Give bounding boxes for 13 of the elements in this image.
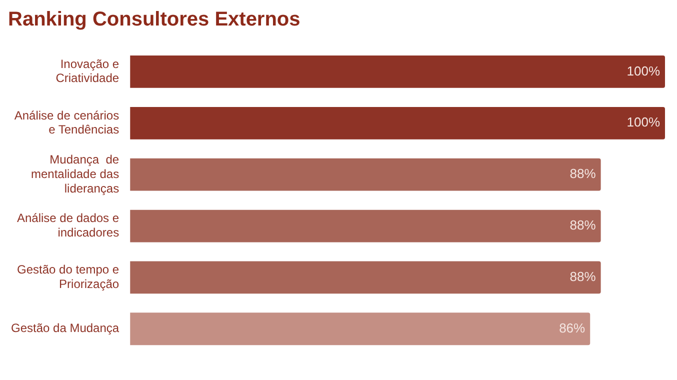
data-label: 88% xyxy=(570,218,596,233)
y-tick-label: Gestão da Mudança xyxy=(10,321,120,336)
data-label: 100% xyxy=(626,63,660,78)
data-label: 88% xyxy=(570,269,596,284)
data-label: 100% xyxy=(626,114,660,130)
y-tick-label: Gestão do tempo e Priorização xyxy=(16,262,120,291)
data-label: 88% xyxy=(570,166,596,182)
y-tick-label: Análise de cenários e Tendências xyxy=(14,108,120,137)
y-tick-label: Inovação e Criatividade xyxy=(56,56,120,86)
y-tick-label: Mudança de mentalidade das lideranças xyxy=(31,152,120,196)
chart-title: Ranking Consultores Externos xyxy=(8,8,300,31)
y-tick-label: Análise de dados e indicadores xyxy=(16,211,120,240)
data-label: 86% xyxy=(559,320,586,336)
